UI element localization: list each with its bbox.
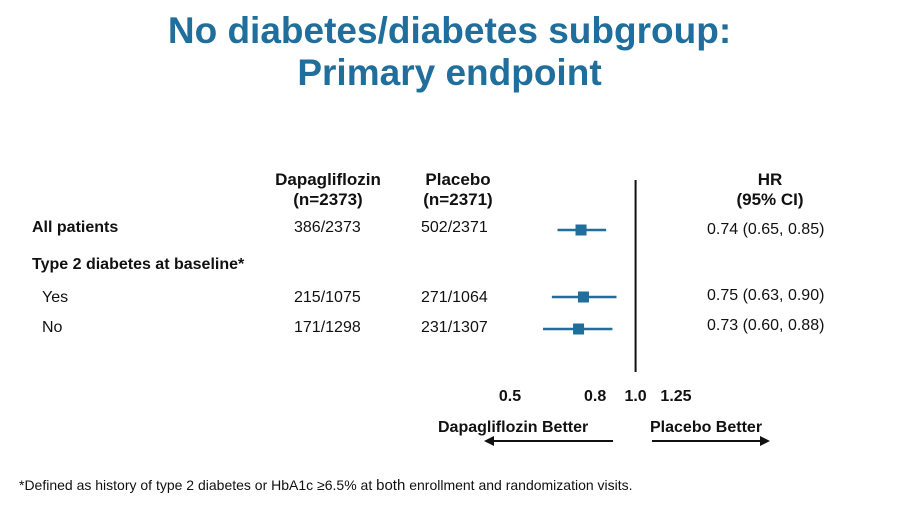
dapagliflozin-better-label: Dapagliflozin Better: [438, 419, 588, 436]
hr-header: HR (95% CI): [720, 170, 820, 210]
hr-header-ci: (95% CI): [736, 190, 804, 209]
dapagliflozin-header-name: Dapagliflozin: [275, 170, 381, 189]
placebo-value-all-patients: 502/2371: [421, 219, 488, 236]
row-label-all-patients: All patients: [32, 219, 119, 236]
placebo-header-name: Placebo: [425, 170, 491, 189]
placebo-header-n: (n=2371): [423, 190, 493, 209]
direction-arrows: [484, 436, 770, 446]
placebo-better-label: Placebo Better: [650, 419, 762, 436]
hr-value-yes: 0.75 (0.63, 0.90): [707, 287, 825, 304]
row-label-type2-diabetes: Type 2 diabetes at baseline*: [32, 256, 245, 273]
dapagliflozin-better-arrowhead: [484, 436, 494, 446]
placebo-header: Placebo (n=2371): [408, 170, 508, 210]
title-line-2: Primary endpoint: [297, 52, 602, 93]
footnote: *Defined as history of type 2 diabetes o…: [19, 476, 633, 495]
placebo-value-no: 231/1307: [421, 319, 488, 336]
x-tick-label: 0.5: [499, 388, 521, 405]
x-tick-label: 1.0: [624, 388, 646, 405]
footnote-prefix: *Defined as history of type 2 diabetes o…: [19, 477, 373, 493]
confidence-intervals: [543, 224, 617, 335]
hr-header-name: HR: [757, 170, 783, 189]
footnote-emph: both: [376, 477, 406, 494]
x-axis-ticks: 0.5 0.8 1.0 1.25: [499, 388, 692, 405]
dapa-value-yes: 215/1075: [294, 289, 361, 306]
hr-value-no: 0.73 (0.60, 0.88): [707, 317, 825, 334]
dapa-value-no: 171/1298: [294, 319, 361, 336]
placebo-better-arrowhead: [760, 436, 770, 446]
footnote-suffix: enrollment and randomization visits.: [409, 477, 633, 493]
row-label-yes: Yes: [42, 289, 69, 306]
row-label-no: No: [42, 319, 63, 336]
title-line-1: No diabetes/diabetes subgroup:: [167, 10, 732, 51]
hr-marker-all-patients: [575, 224, 587, 236]
hr-value-all-patients: 0.74 (0.65, 0.85): [707, 221, 825, 238]
x-tick-label: 1.25: [660, 388, 691, 405]
placebo-value-yes: 271/1064: [421, 289, 488, 306]
hr-marker-yes: [577, 291, 589, 303]
x-tick-label: 0.8: [584, 388, 606, 405]
dapagliflozin-header: Dapagliflozin (n=2373): [273, 170, 383, 210]
dapa-value-all-patients: 386/2373: [294, 219, 361, 236]
slide-title: No diabetes/diabetes subgroup: Primary e…: [0, 10, 899, 94]
dapagliflozin-header-n: (n=2373): [293, 190, 363, 209]
hr-marker-no: [573, 323, 585, 335]
